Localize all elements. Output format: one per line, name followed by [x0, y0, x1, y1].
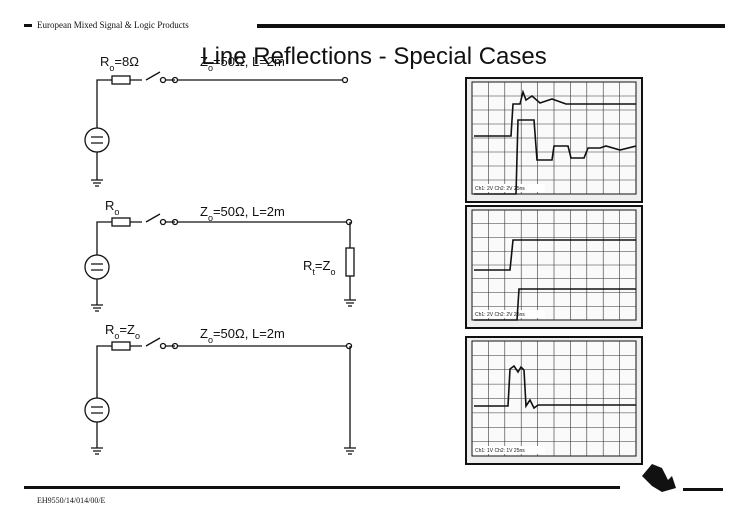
header-rule [257, 24, 725, 28]
label-text: =50Ω, L=2m [213, 54, 285, 69]
label-text: Z [200, 204, 208, 219]
label-text: R [303, 258, 312, 273]
header-bullet [24, 24, 32, 27]
circuit-1: Ro=8Ω Zo=50Ω, L=2m [85, 54, 348, 186]
subscript: o [114, 207, 119, 217]
label-text: =Z [119, 322, 135, 337]
slide-canvas: European Mixed Signal & Logic Products L… [0, 0, 748, 509]
subscript: o [330, 267, 335, 277]
label-text: R [105, 198, 114, 213]
termination-label: Rt=Zo [303, 258, 335, 277]
source-resistor-label: Ro [105, 198, 119, 217]
source-resistor-label: Ro=Zo [105, 322, 140, 341]
label-text: R [100, 54, 109, 69]
scope-settings: Ch1: 1V Ch2: 1V 25ns [475, 448, 525, 454]
slide: European Mixed Signal & Logic Products L… [0, 0, 748, 509]
document-code: EH9550/14/014/00/E [37, 496, 106, 505]
label-text: Z [200, 326, 208, 341]
line-label: Zo=50Ω, L=2m [200, 326, 285, 345]
label-text: =50Ω, L=2m [213, 326, 285, 341]
label-text: =Z [315, 258, 331, 273]
scope-settings: Ch1: 2V Ch2: 2V 25ns [475, 186, 525, 192]
label-text: =50Ω, L=2m [213, 204, 285, 219]
line-label: Zo=50Ω, L=2m [200, 204, 285, 223]
circuit-2: Ro Zo=50Ω, L=2m Rt=Zo [85, 198, 356, 311]
ti-logo [642, 464, 676, 492]
section-name: European Mixed Signal & Logic Products [37, 20, 189, 30]
line-label: Zo=50Ω, L=2m [200, 54, 285, 73]
label-text: Z [200, 54, 208, 69]
footer-rule-right [683, 488, 723, 491]
footer-rule [24, 486, 620, 489]
circuit-3: Ro=Zo Zo=50Ω, L=2m [85, 322, 356, 454]
source-resistor-label: Ro=8Ω [100, 54, 139, 73]
label-text: R [105, 322, 114, 337]
label-text: =8Ω [114, 54, 139, 69]
subscript: o [135, 331, 140, 341]
